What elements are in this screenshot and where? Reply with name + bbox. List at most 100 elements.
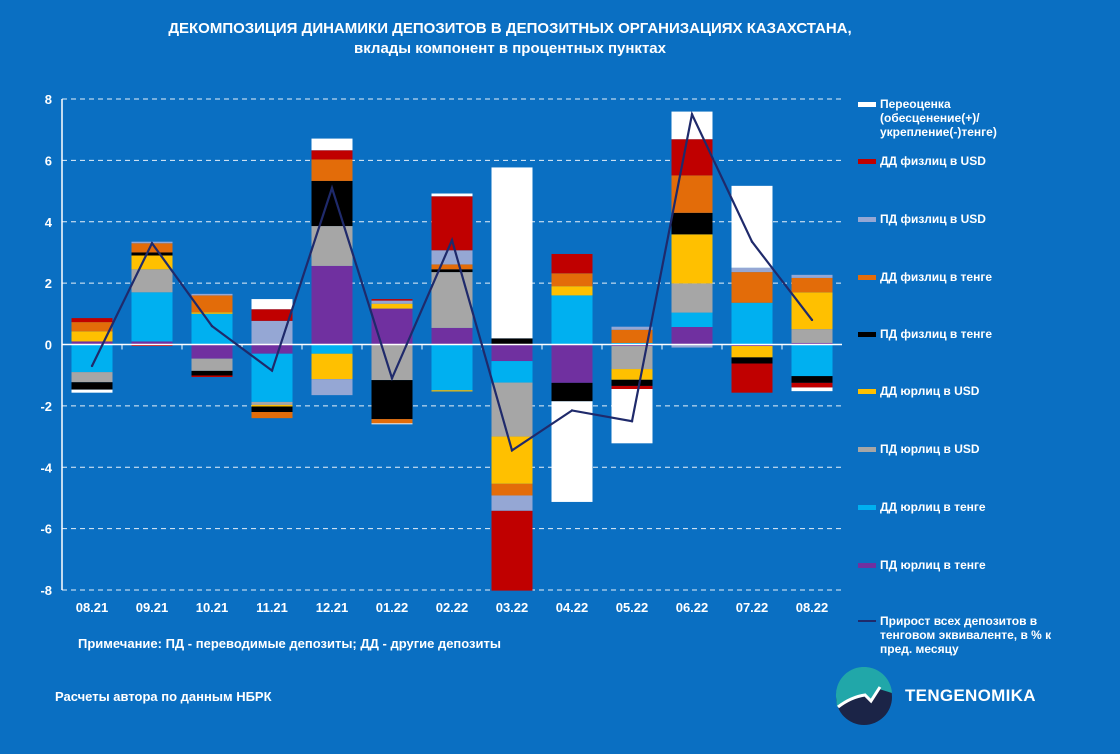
legend-swatch xyxy=(858,563,876,568)
y-tick-label: -4 xyxy=(40,460,52,475)
bar-segment xyxy=(731,302,773,345)
bar-segment xyxy=(791,274,833,278)
bar-segment xyxy=(671,344,713,348)
bar-segment xyxy=(431,390,473,392)
bar-segment xyxy=(71,318,113,323)
line-point xyxy=(270,369,274,372)
bar-segment xyxy=(731,272,773,303)
bar-segment xyxy=(791,387,833,392)
bar-segment xyxy=(791,329,833,343)
bar-segment xyxy=(251,412,293,419)
bar-segment xyxy=(551,286,593,296)
bar-segment xyxy=(491,483,533,496)
legend-swatch xyxy=(858,217,876,222)
y-tick-label: 0 xyxy=(45,338,52,353)
bar-segment xyxy=(71,331,113,342)
bar-segment xyxy=(731,267,773,273)
chart-subtitle: вклады компонент в процентных пунктах xyxy=(354,40,666,57)
bar-segment xyxy=(371,344,413,381)
bar-segment xyxy=(311,353,353,380)
bar-segment xyxy=(611,329,653,343)
bar-segment xyxy=(311,344,353,354)
bar-segment xyxy=(191,358,233,371)
bar-segment xyxy=(71,382,113,390)
bar-segment xyxy=(251,344,293,354)
bar-segment xyxy=(431,272,473,328)
bar-segment xyxy=(251,309,293,321)
legend-swatch xyxy=(858,620,876,622)
bar-segment xyxy=(131,292,173,342)
line-point xyxy=(450,238,454,242)
bar-segment xyxy=(551,295,593,345)
x-tick-label: 12.21 xyxy=(316,600,349,615)
bar-segment xyxy=(371,308,413,345)
y-tick-label: 8 xyxy=(45,92,52,107)
legend-label: ДД физлиц в USD xyxy=(880,154,986,168)
line-point xyxy=(510,449,514,452)
bar-segment xyxy=(431,264,473,270)
legend-label: Прирост всех депозитов в тенговом эквива… xyxy=(880,614,1052,656)
bar-segment xyxy=(791,344,833,377)
x-tick-label: 03.22 xyxy=(496,600,529,615)
bar-segment xyxy=(611,344,653,347)
x-tick-label: 02.22 xyxy=(436,600,469,615)
bar-segment xyxy=(431,327,473,345)
bar-segment xyxy=(611,342,653,345)
bar-segment xyxy=(671,312,713,328)
bar-segment xyxy=(491,382,533,437)
x-tick-label: 01.22 xyxy=(376,600,409,615)
line-point xyxy=(210,324,214,328)
bar-segment xyxy=(671,175,713,213)
x-tick-label: 05.22 xyxy=(616,600,649,615)
y-tick-label: 2 xyxy=(45,276,52,291)
bar-segment xyxy=(731,185,773,268)
bar-segment xyxy=(431,269,473,273)
line-point xyxy=(570,409,574,412)
footnote: Примечание: ПД - переводимые депозиты; Д… xyxy=(78,636,501,651)
bar-segment xyxy=(791,382,833,388)
bar-segment xyxy=(671,212,713,235)
line-point xyxy=(750,240,754,243)
bar-segment xyxy=(731,346,773,358)
bar-segment xyxy=(491,344,533,362)
line-point xyxy=(150,242,154,245)
x-tick-label: 11.21 xyxy=(256,600,288,615)
bar-segment xyxy=(311,379,353,396)
legend-swatch xyxy=(858,159,876,164)
bar-segment xyxy=(611,385,653,389)
bar-segment xyxy=(491,361,533,383)
x-tick-label: 06.22 xyxy=(676,600,709,615)
x-tick-label: 07.22 xyxy=(736,600,769,615)
bar-segment xyxy=(71,322,113,332)
line-point xyxy=(630,420,634,423)
x-tick-label: 08.22 xyxy=(796,600,829,615)
tengenomika-logo-icon xyxy=(835,667,892,725)
bar-segment xyxy=(671,234,713,284)
legend-swatch xyxy=(858,389,876,394)
bar-segment xyxy=(191,375,233,378)
bar-segment xyxy=(611,326,653,330)
bar-segment xyxy=(131,341,173,345)
bar-segment xyxy=(71,389,113,393)
x-tick-label: 04.22 xyxy=(556,600,589,615)
legend-swatch xyxy=(858,505,876,510)
source-note: Расчеты автора по данным НБРК xyxy=(55,689,272,704)
chart-title: ДЕКОМПОЗИЦИЯ ДИНАМИКИ ДЕПОЗИТОВ В ДЕПОЗИ… xyxy=(168,20,852,37)
bar-segment xyxy=(131,243,173,253)
bar-segment xyxy=(131,344,173,347)
bar-segment xyxy=(491,436,533,484)
bar-segment xyxy=(731,363,773,393)
bar-segment xyxy=(491,495,533,511)
y-tick-label: 6 xyxy=(45,153,52,168)
bar-segment xyxy=(791,292,833,330)
bar-segment xyxy=(551,344,593,383)
legend-label: ДД юрлиц в USD xyxy=(880,384,980,398)
x-tick-label: 09.21 xyxy=(136,600,169,615)
bar-segment xyxy=(191,313,233,345)
bar-segment xyxy=(251,401,293,405)
legend-swatch xyxy=(858,447,876,452)
legend-swatch xyxy=(858,275,876,280)
legend-swatch xyxy=(858,332,876,337)
bar-segment xyxy=(191,312,233,314)
bar-segment xyxy=(431,250,473,265)
